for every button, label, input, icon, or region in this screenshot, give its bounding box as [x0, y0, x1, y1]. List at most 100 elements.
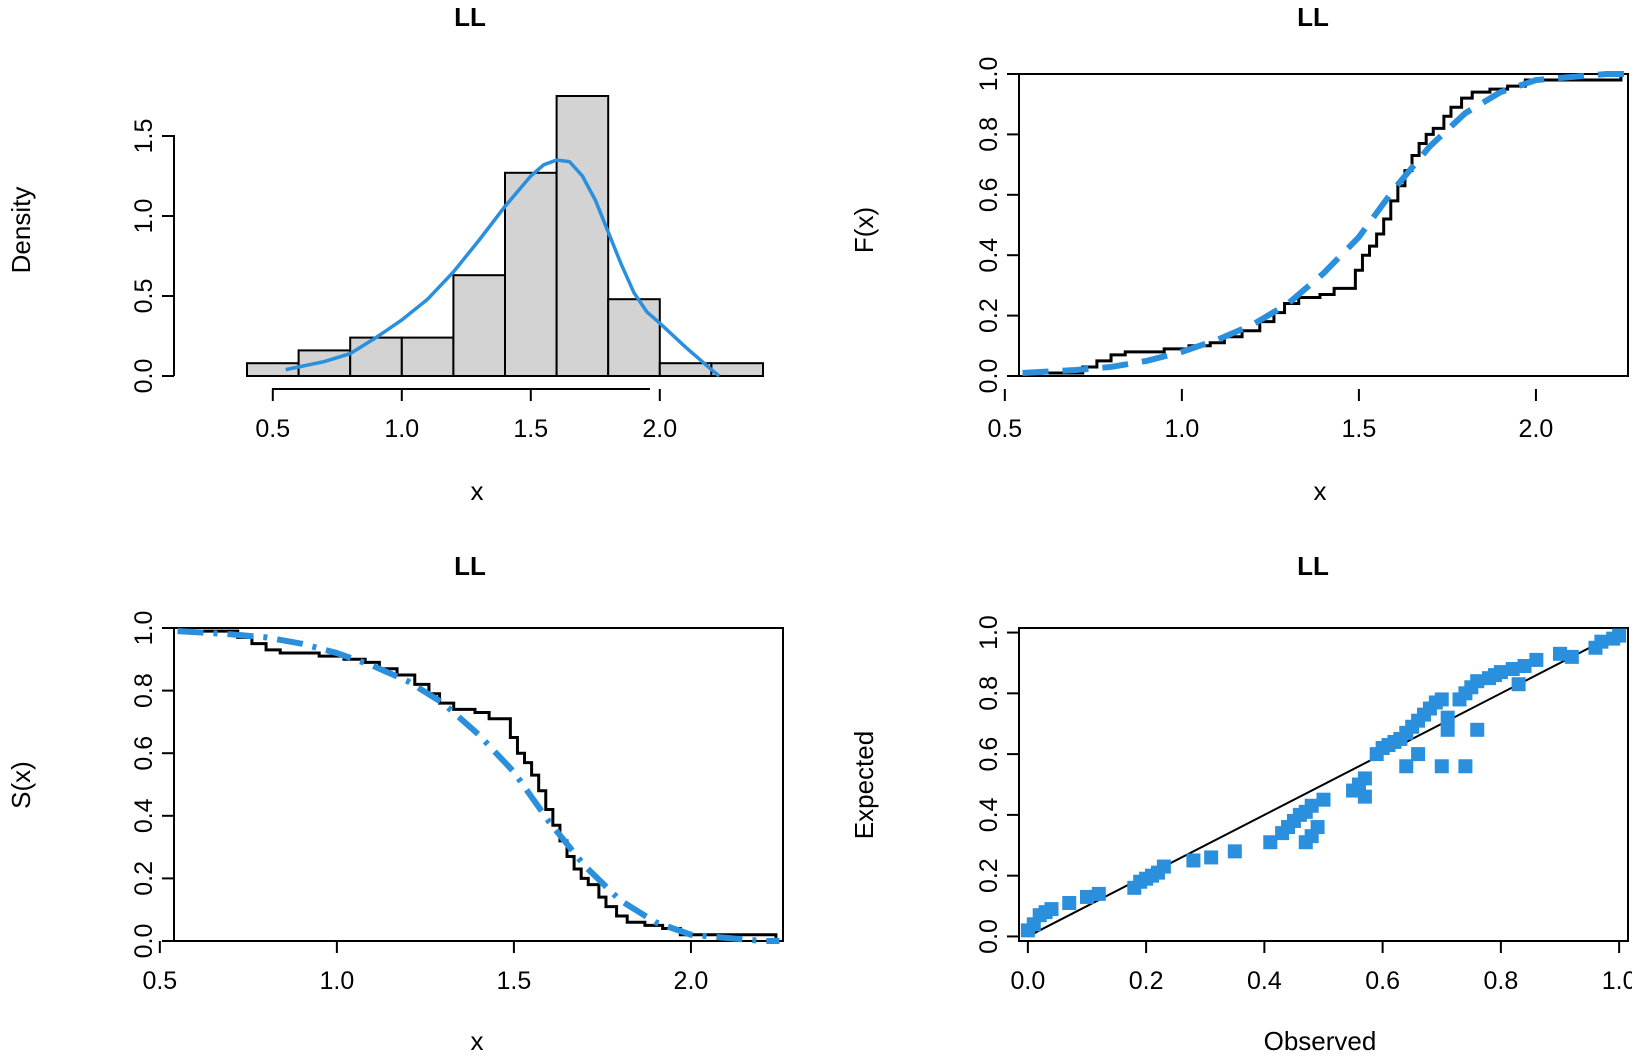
pp-point: [1612, 628, 1627, 643]
panel-cdf: LL 0.00.20.40.60.81.0 0.5 1.0 1.5 2.0 F(x) …: [849, 2, 1629, 506]
x-tick-label: 1.0: [1164, 415, 1199, 443]
histogram-bar: [504, 171, 558, 377]
y-tick-label: 1.0: [975, 57, 1003, 92]
x-tick-label: 1.5: [1342, 415, 1377, 443]
x-tick-label: 0.2: [1129, 967, 1164, 995]
panel-1-title: LL: [454, 2, 486, 32]
pp-point: [1434, 692, 1449, 707]
pp-points: [1020, 628, 1627, 938]
x-tick-label: 0.5: [987, 415, 1022, 443]
empirical-survival-step: [177, 629, 778, 938]
pp-point: [1316, 792, 1331, 807]
pp-point: [1470, 722, 1485, 737]
x-ticks: 0.5 1.0 1.5 2.0: [987, 389, 1553, 443]
plot-frame: [1018, 627, 1629, 942]
y-tick-label: 0.5: [130, 279, 158, 314]
pp-point: [1511, 677, 1526, 692]
pp-point: [1458, 759, 1473, 774]
pp-point: [1505, 662, 1520, 677]
histogram-bars: [246, 95, 765, 378]
x-tick-label: 2.0: [674, 967, 709, 995]
panel-4-title: LL: [1297, 551, 1329, 581]
y-tick-label: 0.2: [130, 861, 158, 896]
x-tick-label: 1.0: [319, 967, 354, 995]
fitted-survival-curve: [177, 628, 780, 944]
pp-point: [1357, 771, 1372, 786]
pp-point: [1440, 722, 1455, 737]
y-tick-label: 0.6: [130, 736, 158, 771]
y-ticks: 0.0 0.2 0.4 0.6 0.8 1.0: [975, 57, 1019, 394]
y-tick-label: 0.0: [975, 359, 1003, 394]
pp-point: [1304, 798, 1319, 813]
pp-point: [1079, 889, 1094, 904]
x-axis-label: Observed: [1264, 1026, 1377, 1056]
pp-point: [1357, 789, 1372, 804]
pp-point: [1044, 902, 1059, 917]
pp-point: [1091, 886, 1106, 901]
histogram-bar: [555, 95, 610, 377]
pp-point: [1594, 634, 1609, 649]
y-tick-label: 0.0: [130, 359, 158, 394]
pp-point: [1227, 844, 1242, 859]
reference-line: [1027, 631, 1620, 938]
x-tick-label: 0.5: [255, 415, 290, 443]
y-tick-label: 0.6: [975, 177, 1003, 212]
pp-point: [1517, 658, 1532, 673]
fitted-cdf-curve: [1022, 71, 1625, 376]
x-axis-label: x: [471, 476, 484, 506]
y-tick-label: 0.8: [130, 673, 158, 708]
y-axis-label: F(x): [849, 207, 879, 253]
pp-point: [1411, 747, 1426, 762]
y-tick-label: 1.5: [130, 119, 158, 154]
empirical-cdf-step: [1022, 77, 1623, 375]
y-tick-label: 0.2: [975, 298, 1003, 333]
x-tick-label: 1.0: [384, 415, 419, 443]
y-tick-label: 0.6: [975, 737, 1003, 772]
y-ticks: 0.0 0.5 1.0 1.5: [130, 119, 174, 394]
y-tick-label: 0.4: [130, 798, 158, 833]
panel-3-title: LL: [454, 551, 486, 581]
plot-frame: [173, 627, 784, 942]
y-tick-label: 0.2: [975, 858, 1003, 893]
x-ticks: 0.0 0.2 0.4 0.6 0.8 1.0: [1010, 941, 1632, 995]
y-axis-label: Density: [6, 187, 36, 274]
x-tick-label: 1.5: [513, 415, 548, 443]
panel-2-title: LL: [1297, 2, 1329, 32]
y-tick-label: 0.8: [975, 117, 1003, 152]
x-ticks: 0.5 1.0 1.5 2.0: [255, 389, 677, 443]
y-tick-label: 0.4: [975, 238, 1003, 273]
panel-histogram: LL 0.0 0.5 1.0 1.5 0.5 1.0 1.5 2.0 Density x: [6, 2, 765, 506]
x-axis-label: x: [471, 1026, 484, 1056]
y-axis-label: Expected: [849, 731, 879, 839]
x-tick-label: 1.5: [497, 967, 532, 995]
histogram-bar: [349, 336, 403, 378]
panel-pp-plot: LL 0.0 0.2 0.4 0.6 0.8 1.0 0.0 0.2 0.4 0.6 0.8 1.0…: [849, 551, 1632, 1056]
pp-point: [1186, 853, 1201, 868]
x-tick-label: 1.0: [1602, 967, 1632, 995]
histogram-bar: [400, 336, 455, 378]
y-tick-label: 0.8: [975, 676, 1003, 711]
pp-point: [1493, 665, 1508, 680]
pp-point: [1440, 710, 1455, 725]
pp-point: [1434, 759, 1449, 774]
y-axis-label: S(x): [6, 761, 36, 809]
y-tick-label: 1.0: [130, 611, 158, 646]
density-curve: [285, 158, 721, 378]
pp-point: [1553, 646, 1568, 661]
histogram-bar: [452, 274, 506, 378]
x-tick-label: 0.0: [1010, 967, 1045, 995]
histogram-bar: [607, 298, 661, 378]
x-tick-label: 0.8: [1483, 967, 1518, 995]
x-tick-label: 0.4: [1247, 967, 1282, 995]
x-tick-label: 2.0: [1519, 415, 1554, 443]
pp-point: [1204, 850, 1219, 865]
y-tick-label: 0.0: [975, 919, 1003, 954]
plot-frame: [1018, 73, 1629, 377]
x-axis-label: x: [1314, 476, 1327, 506]
pp-point: [1310, 820, 1325, 835]
panel-survival: LL 0.00.20.40.60.81.0 0.5 1.0 1.5 2.0 S(x) …: [6, 551, 784, 1056]
pp-point: [1263, 835, 1278, 850]
pp-point: [1399, 759, 1414, 774]
x-tick-label: 0.5: [142, 967, 177, 995]
